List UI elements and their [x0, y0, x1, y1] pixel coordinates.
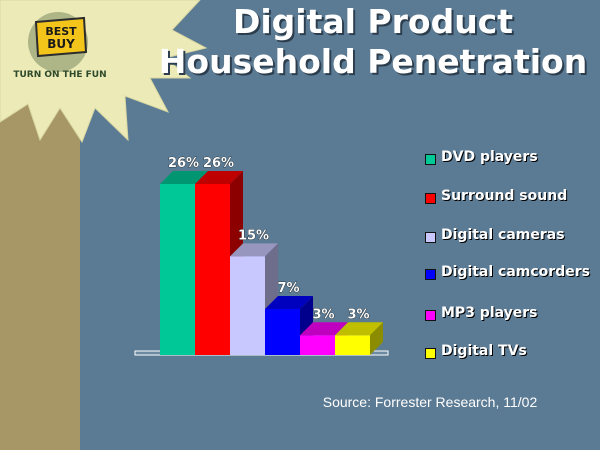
data-label-1: 26%: [203, 156, 234, 171]
legend-label-5: Digital TVs: [441, 343, 527, 359]
data-label-2: 15%: [238, 228, 269, 243]
data-label-3: 7%: [277, 281, 299, 296]
logo-text-line2: BUY: [47, 37, 75, 51]
legend-label-1: Surround sound: [441, 188, 568, 204]
data-label-0: 26%: [168, 156, 199, 171]
data-label-5: 3%: [347, 307, 369, 322]
legend-swatch-2: [425, 232, 436, 243]
best-buy-logo: BEST BUY TURN ON THE FUN: [13, 12, 107, 80]
legend-label-0: DVD players: [441, 149, 538, 165]
legend-item-4: MP3 players: [425, 305, 591, 322]
bar-chart: 26% 26% 15% 7% 3% 3%: [134, 156, 389, 356]
legend-item-1: Surround sound: [425, 188, 591, 205]
legend-item-2: Digital cameras: [425, 227, 591, 244]
legend-swatch-5: [425, 348, 436, 359]
legend-label-4: MP3 players: [441, 305, 538, 321]
legend-swatch-4: [425, 310, 436, 321]
logo-text-line1: BEST: [45, 25, 77, 38]
legend-item-5: Digital TVs: [425, 343, 591, 360]
legend-swatch-3: [425, 269, 436, 280]
data-label-4: 3%: [312, 307, 334, 322]
source-note: Source: Forrester Research, 11/02: [322, 394, 538, 410]
legend-item-0: DVD players: [425, 149, 591, 166]
legend-swatch-1: [425, 193, 436, 204]
legend-label-2: Digital cameras: [441, 227, 565, 243]
legend-item-3: Digital camcorders: [425, 264, 591, 281]
legend-label-3: Digital camcorders: [441, 264, 590, 280]
slide-title: Digital Product Household Penetration: [150, 2, 596, 82]
bar-5: [335, 322, 383, 355]
title-line-1: Digital Product: [232, 2, 514, 41]
title-line-2: Household Penetration: [158, 42, 588, 81]
logo-tagline: TURN ON THE FUN: [13, 70, 106, 80]
legend-swatch-0: [425, 154, 436, 165]
